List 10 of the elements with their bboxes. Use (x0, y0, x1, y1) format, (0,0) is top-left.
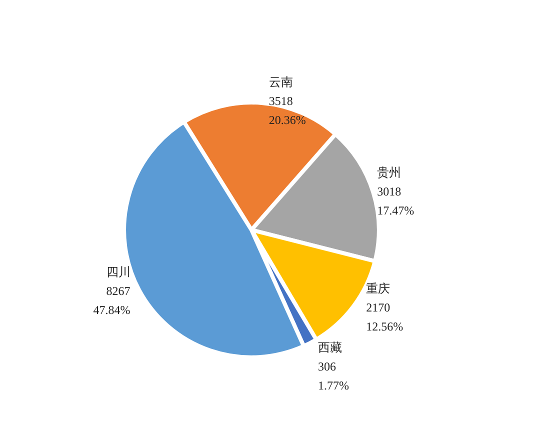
slice-label: 贵州 (377, 166, 402, 180)
slice-label: 重庆 (366, 281, 390, 296)
data-label: 2170 12.56% (366, 300, 404, 334)
slice-label: 云南 (268, 74, 293, 89)
slice-label: 西藏 (318, 340, 342, 354)
data-label: 3018 17.47% (377, 184, 414, 218)
data-label: 8267 47.84% (93, 284, 130, 317)
data-label: 3518 20.36% (268, 94, 306, 127)
slice-label: 四川 (106, 264, 130, 279)
data-label: 306 1.77% (318, 359, 350, 392)
